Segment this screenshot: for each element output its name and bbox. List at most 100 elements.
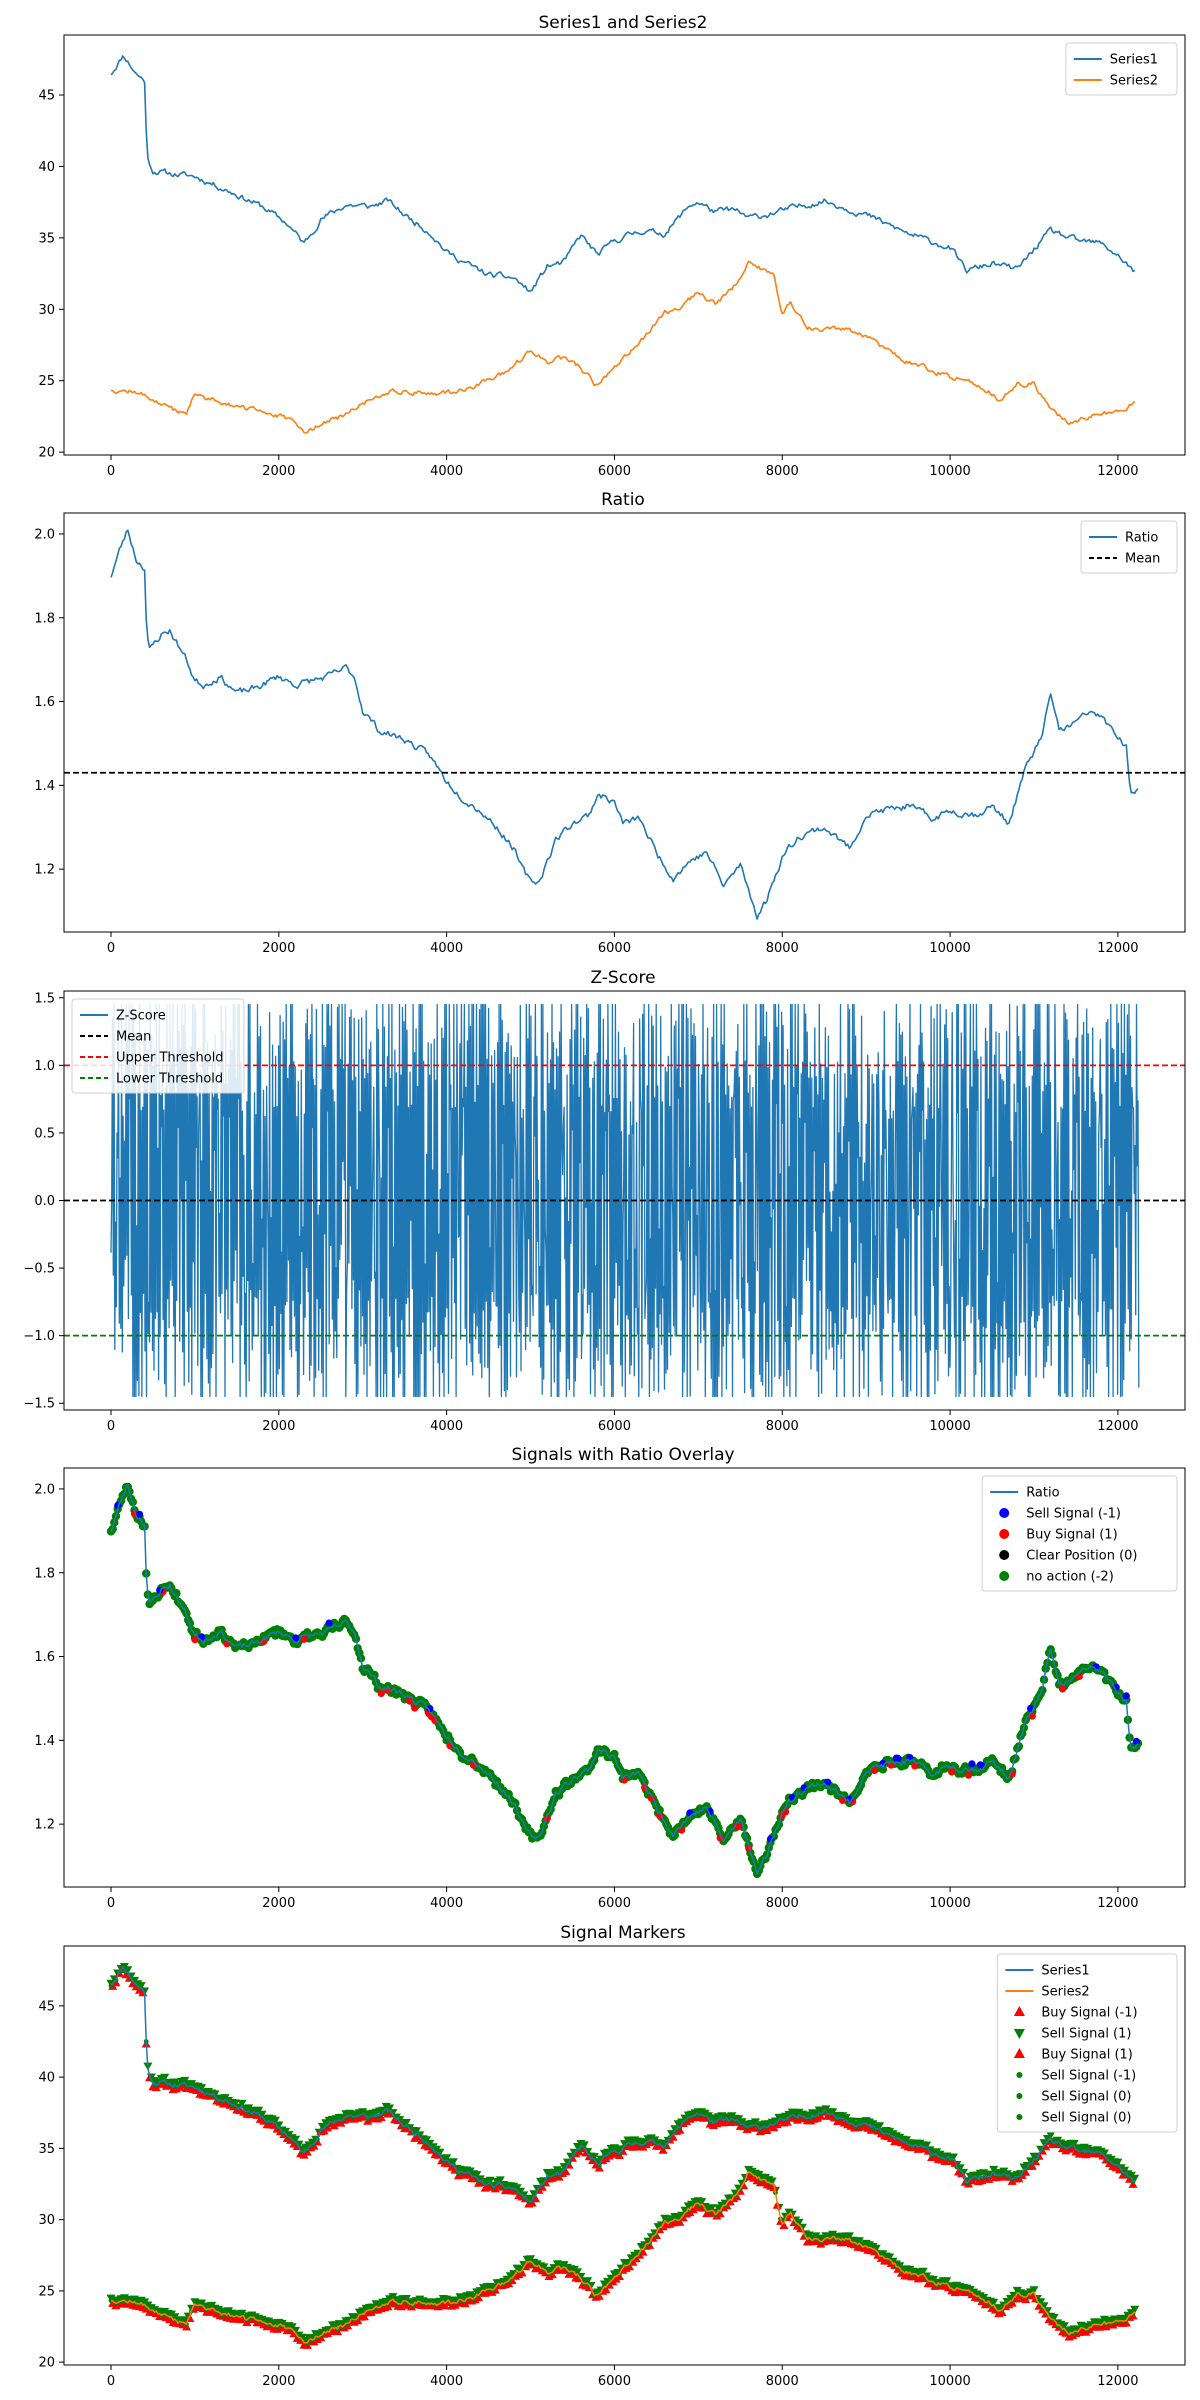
sell-signal-marker bbox=[426, 1705, 434, 1713]
y-tick-label: 1.8 bbox=[34, 611, 55, 626]
y-tick-label: 30 bbox=[38, 303, 55, 318]
y-tick-label: 30 bbox=[38, 2213, 55, 2228]
x-tick-label: 2000 bbox=[262, 1896, 295, 1911]
x-tick-label: 10000 bbox=[929, 1419, 970, 1434]
legend-label: Z-Score bbox=[116, 1009, 166, 1024]
legend-label: Sell Signal (-1) bbox=[1041, 2069, 1136, 2084]
y-tick-label: 25 bbox=[38, 2284, 55, 2299]
sell-signal-marker bbox=[401, 2119, 411, 2127]
legend-label: Ratio bbox=[1026, 1486, 1059, 1501]
sell-signal-marker bbox=[495, 2176, 505, 2185]
legend: Series1 Series2 bbox=[1065, 42, 1178, 96]
panel-ratio: Ratio 0 2000 4000 6000 8000 10000 12000 1.2 1.4 1… bbox=[34, 490, 1186, 956]
no-action-marker bbox=[511, 1799, 520, 1808]
y-tick-label: 2.0 bbox=[34, 1482, 55, 1497]
x-tick-label: 10000 bbox=[929, 941, 970, 956]
y-tick-label: 1.5 bbox=[34, 991, 55, 1006]
panel-title: Signal Markers bbox=[560, 1923, 685, 1943]
buy-signal-marker bbox=[948, 1768, 956, 1776]
axes-frame bbox=[63, 512, 1186, 933]
legend-label: Upper Threshold bbox=[116, 1051, 224, 1066]
buy-signal-marker bbox=[735, 1822, 743, 1831]
x-tick-label: 0 bbox=[107, 464, 115, 479]
buy-signal-marker bbox=[870, 1766, 879, 1774]
x-tick-label: 0 bbox=[107, 1896, 115, 1911]
buy-signal-marker bbox=[376, 2113, 386, 2121]
buy-signal-marker bbox=[1028, 1712, 1036, 1720]
legend-box bbox=[981, 1475, 1178, 1592]
y-tick-label: 1.2 bbox=[34, 1818, 55, 1833]
panel-title: Signals with Ratio Overlay bbox=[511, 1445, 734, 1465]
sell-signal-marker bbox=[875, 2122, 885, 2131]
y-tick-label: 0.5 bbox=[34, 1126, 55, 1141]
sell-signal-marker bbox=[123, 1966, 133, 1975]
x-tick-label: 8000 bbox=[766, 941, 799, 956]
x-tick-label: 6000 bbox=[598, 464, 631, 479]
buy-signal-marker bbox=[469, 1761, 478, 1769]
plot-area bbox=[64, 529, 1185, 920]
y-tick-label: 1.6 bbox=[34, 1650, 55, 1665]
legend-swatch-dot bbox=[999, 1508, 1010, 1518]
series-line-series2 bbox=[110, 2171, 1136, 2344]
sell-signal-marker bbox=[989, 2298, 999, 2307]
legend-box bbox=[1080, 520, 1178, 574]
buy-signal-marker bbox=[601, 2285, 611, 2294]
legend-label: Buy Signal (1) bbox=[1026, 1528, 1117, 1543]
sell-signal-marker bbox=[292, 1634, 300, 1642]
sell-signal-marker bbox=[230, 2099, 240, 2108]
y-tick-label: −0.5 bbox=[23, 1262, 55, 1277]
x-tick-label: 0 bbox=[107, 2374, 115, 2389]
y-tick-label: 1.6 bbox=[34, 695, 55, 710]
sell-signal-marker bbox=[1130, 2174, 1140, 2183]
plot-area bbox=[106, 1963, 1140, 2349]
sell-signal-marker bbox=[707, 2204, 717, 2213]
legend-swatch-dot bbox=[1016, 2114, 1023, 2120]
axes-frame bbox=[63, 990, 1186, 1411]
no-action-marker bbox=[878, 1765, 888, 1774]
buy-signal-marker bbox=[531, 2194, 541, 2203]
legend-label: Mean bbox=[116, 1030, 151, 1045]
sell-signal-marker bbox=[583, 2277, 593, 2286]
sell-signal-marker bbox=[325, 1619, 333, 1627]
panel-title: Z-Score bbox=[590, 968, 655, 988]
buy-signal-marker bbox=[1075, 1672, 1083, 1681]
y-tick-label: 45 bbox=[38, 1999, 55, 2014]
buy-signal-marker bbox=[527, 2198, 537, 2207]
buy-signal-marker bbox=[762, 2126, 772, 2134]
no-action-marker bbox=[370, 1670, 379, 1680]
legend-swatch-triangle-up bbox=[1013, 2048, 1025, 2058]
sell-signal-marker bbox=[697, 2198, 707, 2207]
x-tick-label: 12000 bbox=[1097, 464, 1138, 479]
legend: Ratio Mean bbox=[1080, 520, 1178, 574]
sell-signal-marker bbox=[385, 2104, 395, 2113]
panel-series: Series1 and Series2 0 2000 4000 6000 8000 100… bbox=[38, 13, 1186, 479]
x-tick-label: 8000 bbox=[766, 464, 799, 479]
legend-label: Series2 bbox=[1110, 74, 1158, 89]
sell-signal-marker bbox=[1122, 1692, 1130, 1700]
sell-signal-marker bbox=[180, 2317, 190, 2325]
sell-signal-marker bbox=[472, 2171, 482, 2180]
x-tick-label: 12000 bbox=[1097, 941, 1138, 956]
y-tick-label: 2.0 bbox=[34, 527, 55, 542]
y-tick-label: 1.0 bbox=[34, 1059, 55, 1074]
legend-label: Lower Threshold bbox=[116, 1072, 223, 1087]
sell-signal-marker bbox=[894, 1754, 902, 1762]
x-tick-label: 4000 bbox=[430, 2374, 463, 2389]
y-tick-label: 35 bbox=[38, 2142, 55, 2157]
legend-swatch-dot bbox=[999, 1550, 1010, 1560]
y-tick-label: 40 bbox=[38, 2071, 55, 2086]
panel-zscore: Z-Score 0 2000 4000 6000 8000 10000 12000 −1.5 −… bbox=[23, 968, 1186, 1434]
plot-area bbox=[110, 55, 1136, 434]
y-tick-label: 1.4 bbox=[34, 1734, 55, 1749]
x-tick-label: 12000 bbox=[1097, 1896, 1138, 1911]
legend-label: Series1 bbox=[1041, 1964, 1089, 1979]
buy-signal-marker bbox=[406, 1697, 414, 1705]
series-line-series1 bbox=[110, 1966, 1136, 2203]
sell-signal-marker bbox=[918, 2267, 928, 2276]
x-tick-label: 4000 bbox=[430, 1896, 463, 1911]
series-line-series2 bbox=[110, 260, 1136, 434]
legend: Z-Score Mean Upper Threshold Lower Threshol… bbox=[71, 998, 245, 1094]
legend-swatch-dot bbox=[999, 1529, 1010, 1539]
plot-area bbox=[64, 1003, 1185, 1398]
buy-signal-marker bbox=[431, 1716, 439, 1725]
